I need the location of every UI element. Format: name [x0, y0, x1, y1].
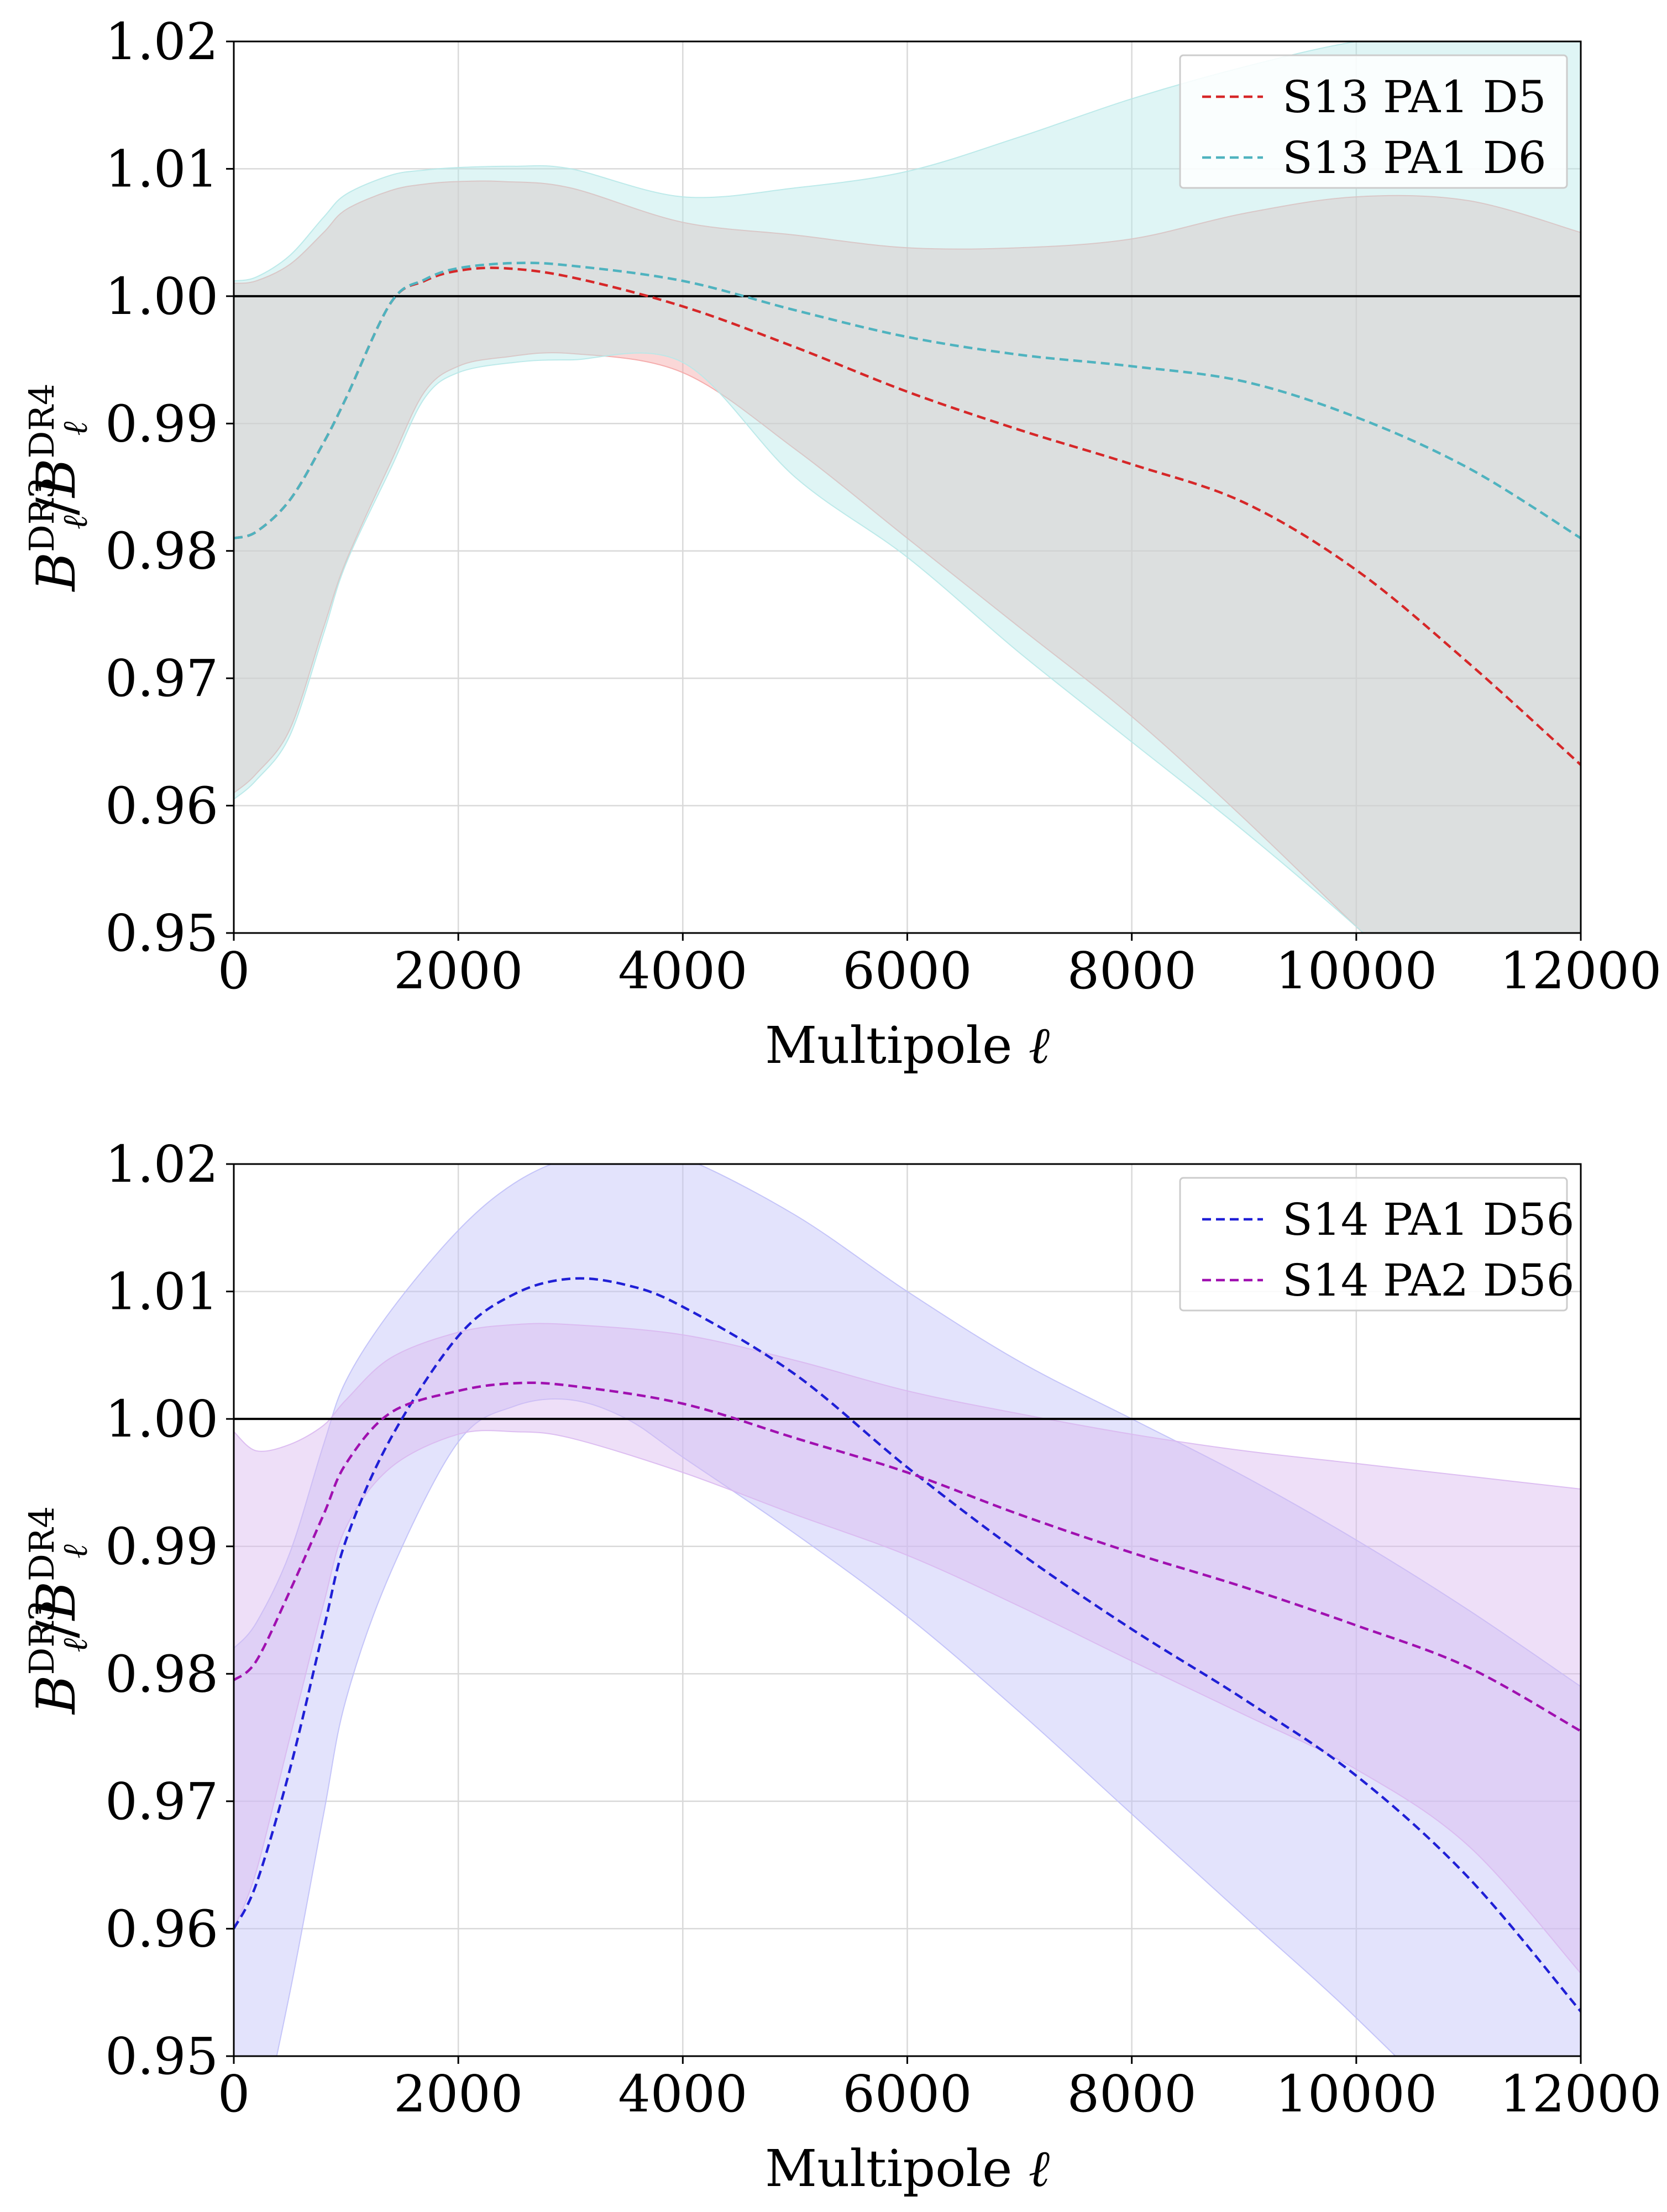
y-tick-label: 0.98: [105, 522, 218, 581]
y-tick-label: 0.97: [105, 1772, 218, 1831]
y-tick-label: 0.99: [105, 1517, 218, 1576]
y-tick-label: 0.96: [105, 1899, 218, 1958]
error-band-2: [234, 1323, 1581, 1974]
plot-area: [234, 1164, 1581, 2056]
y-tick-label: 0.97: [105, 649, 218, 708]
y-tick-label: 0.98: [105, 1644, 218, 1703]
legend-box: [1179, 1177, 1568, 1312]
y-tick-label: 0.95: [105, 2027, 218, 2086]
x-tick-label: 4000: [618, 2064, 747, 2124]
y-tick-label: 0.99: [105, 394, 218, 453]
svg-text:BDR3ℓ/BDR4ℓ: BDR3ℓ/BDR4ℓ: [22, 1506, 95, 1715]
series-line-1: [234, 1277, 1581, 2012]
series-line-1: [234, 266, 1581, 766]
y-tick-label: 1.02: [105, 12, 218, 71]
svg-text:BDR3ℓ/BDR4ℓ: BDR3ℓ/BDR4ℓ: [22, 384, 95, 593]
legend-label-2: S13 PA1 D6: [1282, 132, 1547, 184]
y-tick-label: 1.01: [105, 139, 218, 198]
y-tick-label: 1.00: [105, 267, 218, 326]
x-tick-label: 2000: [394, 2064, 523, 2124]
x-axis-label: Multipole ℓ: [765, 1016, 1050, 1075]
x-tick-label: 10000: [1275, 2064, 1437, 2124]
legend-label-2: S14 PA2 D56: [1282, 1255, 1575, 1306]
error-band-1: [234, 180, 1581, 933]
legend-label-1: S14 PA1 D56: [1282, 1194, 1575, 1245]
y-axis-label: BDR3ℓ/BDR4ℓ: [22, 384, 95, 593]
x-axis-label: Multipole ℓ: [765, 2139, 1050, 2198]
x-tick-label: 6000: [842, 2064, 972, 2124]
series-line-2: [234, 1381, 1581, 1732]
x-tick-label: 4000: [618, 941, 747, 1000]
legend-box: [1179, 54, 1568, 189]
error-band-2: [234, 41, 1581, 933]
y-tick-label: 1.00: [105, 1390, 218, 1449]
y-tick-label: 0.95: [105, 904, 218, 963]
x-tick-label: 12000: [1500, 2064, 1662, 2124]
chart-panel-1: 0 2000 4000 6000 8000 10000 12000 0.95 0.96 0.97 0…: [22, 12, 1662, 1075]
y-tick-label: 1.01: [105, 1262, 218, 1322]
y-axis-label: BDR3ℓ/BDR4ℓ: [22, 1506, 95, 1715]
y-tick-label: 0.96: [105, 777, 218, 836]
chart-panel-2: 0 2000 4000 6000 8000 10000 12000 0.95 0.96 0.97 0…: [22, 1135, 1662, 2198]
x-tick-label: 10000: [1275, 941, 1437, 1000]
legend: S13 PA1 D5 S13 PA1 D6: [1179, 54, 1568, 189]
series-line-2: [234, 261, 1581, 539]
x-tick-label: 0: [218, 941, 250, 1000]
x-tick-label: 8000: [1067, 2064, 1197, 2124]
x-tick-label: 12000: [1500, 941, 1662, 1000]
error-band-1: [234, 1164, 1581, 2056]
x-tick-label: 8000: [1067, 941, 1197, 1000]
legend: S14 PA1 D56 S14 PA2 D56: [1179, 1177, 1575, 1312]
legend-label-1: S13 PA1 D5: [1282, 71, 1547, 123]
x-tick-label: 2000: [394, 941, 523, 1000]
x-tick-label: 0: [218, 2064, 250, 2124]
y-tick-label: 1.02: [105, 1135, 218, 1194]
x-tick-label: 6000: [842, 941, 972, 1000]
plot-area: [234, 41, 1581, 933]
